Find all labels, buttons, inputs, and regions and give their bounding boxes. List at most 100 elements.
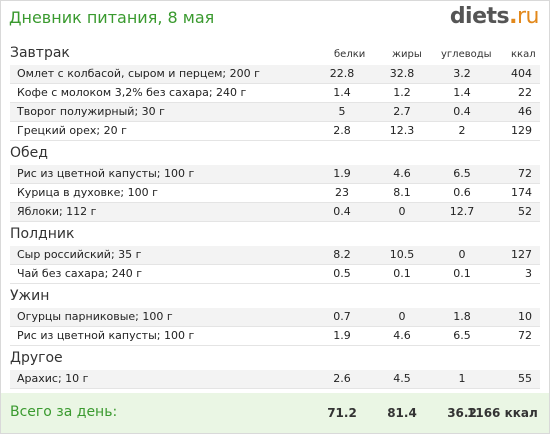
kcal-value: 72 — [518, 167, 532, 180]
food-name: Кофе с молоком 3,2% без сахара; 240 г — [17, 86, 247, 99]
kcal-value: 10 — [518, 310, 532, 323]
food-name: Чай без сахара; 240 г — [17, 267, 143, 280]
protein-value: 8.2 — [333, 248, 351, 261]
protein-value: 0.4 — [333, 205, 351, 218]
carbs-value: 2 — [458, 124, 466, 137]
food-row[interactable]: Арахис; 10 г 2.6 4.5 1 55 — [10, 370, 540, 389]
section-header: Другое — [1, 350, 549, 370]
header: Дневник питания, 8 мая diets.ru — [1, 1, 549, 39]
protein-value: 2.8 — [333, 124, 351, 137]
carbs-value: 1.8 — [453, 310, 471, 323]
carbs-value: 0.6 — [453, 186, 471, 199]
food-row[interactable]: Рис из цветной капусты; 100 г 1.9 4.6 6.5 72 — [10, 327, 540, 346]
protein-value: 2.6 — [333, 372, 351, 385]
food-row[interactable]: Яблоки; 112 г 0.4 0 12.7 52 — [10, 203, 540, 222]
food-row[interactable]: Сыр российский; 35 г 8.2 10.5 0 127 — [10, 246, 540, 265]
food-name: Творог полужирный; 30 г — [17, 105, 165, 118]
food-row[interactable]: Грецкий орех; 20 г 2.8 12.3 2 129 — [10, 122, 540, 141]
kcal-value: 52 — [518, 205, 532, 218]
kcal-value: 46 — [518, 105, 532, 118]
carbs-value: 12.7 — [449, 205, 475, 218]
food-name: Сыр российский; 35 г — [17, 248, 142, 261]
totals-bar: Всего за день: 71.2 81.4 36.2 1166 ккал — [1, 393, 549, 433]
section-header: Полдник — [1, 226, 549, 246]
colhead-carbs: углеводы — [441, 49, 492, 60]
carbs-value: 0.4 — [453, 105, 471, 118]
fat-value: 4.6 — [393, 329, 411, 342]
fat-value: 4.5 — [393, 372, 411, 385]
fat-value: 0.1 — [393, 267, 411, 280]
fat-value: 10.5 — [389, 248, 415, 261]
food-row[interactable]: Курица в духовке; 100 г 23 8.1 0.6 174 — [10, 184, 540, 203]
section-title: Другое — [10, 350, 63, 366]
section-title: Ужин — [10, 288, 50, 304]
kcal-value: 3 — [525, 267, 532, 280]
carbs-value: 0.1 — [453, 267, 471, 280]
protein-value: 22.8 — [329, 67, 355, 80]
food-name: Курица в духовке; 100 г — [17, 186, 158, 199]
fat-value: 12.3 — [389, 124, 415, 137]
kcal-value: 55 — [518, 372, 532, 385]
protein-value: 1.9 — [333, 167, 351, 180]
diary-table: Завтрак белки жиры углеводы ккал Омлет с колб… — [1, 45, 549, 389]
carbs-value: 6.5 — [453, 329, 471, 342]
carbs-value: 0 — [458, 248, 466, 261]
protein-value: 1.9 — [333, 329, 351, 342]
food-row[interactable]: Рис из цветной капусты; 100 г 1.9 4.6 6.5 72 — [10, 165, 540, 184]
protein-value: 5 — [338, 105, 346, 118]
kcal-value: 129 — [511, 124, 532, 137]
colhead-fat: жиры — [392, 49, 422, 60]
section-title: Завтрак — [10, 45, 70, 61]
food-row[interactable]: Кофе с молоком 3,2% без сахара; 240 г 1.4… — [10, 84, 540, 103]
kcal-value: 127 — [511, 248, 532, 261]
protein-value: 0.7 — [333, 310, 351, 323]
protein-value: 23 — [335, 186, 349, 199]
total-protein: 71.2 — [327, 406, 357, 420]
fat-value: 1.2 — [393, 86, 411, 99]
colhead-protein: белки — [334, 49, 366, 60]
food-name: Рис из цветной капусты; 100 г — [17, 329, 195, 342]
food-row[interactable]: Чай без сахара; 240 г 0.5 0.1 0.1 3 — [10, 265, 540, 284]
totals-label: Всего за день: — [10, 404, 118, 420]
total-carbs: 36.2 — [447, 406, 477, 420]
page-title: Дневник питания, 8 мая — [9, 8, 215, 27]
food-name: Арахис; 10 г — [17, 372, 89, 385]
fat-value: 0 — [398, 310, 406, 323]
kcal-value: 72 — [518, 329, 532, 342]
section-header: Ужин — [1, 288, 549, 308]
food-row[interactable]: Творог полужирный; 30 г 5 2.7 0.4 46 — [10, 103, 540, 122]
kcal-value: 404 — [511, 67, 532, 80]
carbs-value: 3.2 — [453, 67, 471, 80]
fat-value: 8.1 — [393, 186, 411, 199]
section-title: Обед — [10, 145, 48, 161]
section-title: Полдник — [10, 226, 75, 242]
carbs-value: 6.5 — [453, 167, 471, 180]
protein-value: 0.5 — [333, 267, 351, 280]
food-name: Омлет с колбасой, сыром и перцем; 200 г — [17, 67, 260, 80]
carbs-value: 1 — [458, 372, 466, 385]
section-header: Обед — [1, 145, 549, 165]
fat-value: 4.6 — [393, 167, 411, 180]
kcal-value: 174 — [511, 186, 532, 199]
food-name: Рис из цветной капусты; 100 г — [17, 167, 195, 180]
logo-dot: . — [509, 4, 517, 29]
food-name: Грецкий орех; 20 г — [17, 124, 127, 137]
fat-value: 2.7 — [393, 105, 411, 118]
logo-main: diets — [449, 4, 510, 29]
food-name: Яблоки; 112 г — [17, 205, 97, 218]
fat-value: 0 — [398, 205, 406, 218]
food-row[interactable]: Омлет с колбасой, сыром и перцем; 200 г 2… — [10, 65, 540, 84]
total-fat: 81.4 — [387, 406, 417, 420]
site-logo[interactable]: diets.ru — [449, 4, 540, 29]
carbs-value: 1.4 — [453, 86, 471, 99]
food-row[interactable]: Огурцы парниковые; 100 г 0.7 0 1.8 10 — [10, 308, 540, 327]
food-name: Огурцы парниковые; 100 г — [17, 310, 173, 323]
total-kcal: 1166 ккал — [467, 406, 538, 420]
section-header: Завтрак белки жиры углеводы ккал — [1, 45, 549, 65]
colhead-kcal: ккал — [511, 49, 536, 60]
fat-value: 32.8 — [389, 67, 415, 80]
protein-value: 1.4 — [333, 86, 351, 99]
kcal-value: 22 — [518, 86, 532, 99]
logo-tld: ru — [517, 4, 540, 29]
